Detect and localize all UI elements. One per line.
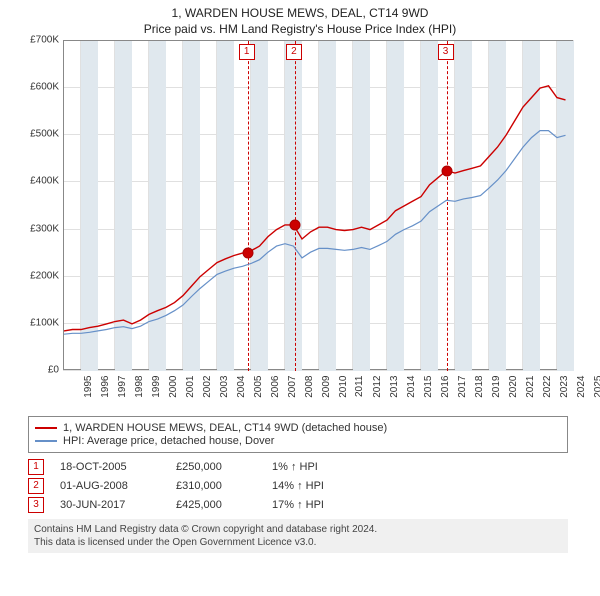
x-tick-label: 2004 [236,376,247,398]
transactions-table: 1 18-OCT-2005 £250,000 1% ↑ HPI 2 01-AUG-2008… [28,459,600,513]
chart-container: 1, WARDEN HOUSE MEWS, DEAL, CT14 9WD Pri… [0,6,600,596]
x-tick-label: 2002 [202,376,213,398]
transaction-delta: 17% ↑ HPI [272,499,352,511]
transaction-price: £250,000 [176,461,256,473]
x-tick-label: 2019 [491,376,502,398]
x-tick-label: 2024 [576,376,587,398]
chart-subtitle: Price paid vs. HM Land Registry's House … [0,22,600,36]
y-tick-label: £700K [19,35,59,46]
transaction-row: 3 30-JUN-2017 £425,000 17% ↑ HPI [28,497,600,513]
series-line [64,131,566,335]
footer-line1: Contains HM Land Registry data © Crown c… [34,523,562,536]
transaction-index: 1 [28,459,44,475]
x-tick-label: 2023 [559,376,570,398]
transaction-date: 30-JUN-2017 [60,499,160,511]
y-tick-label: £400K [19,176,59,187]
x-tick-label: 2016 [440,376,451,398]
x-tick-label: 2007 [287,376,298,398]
x-tick-label: 2009 [321,376,332,398]
transaction-marker-label: 3 [438,44,454,60]
transaction-point [441,165,452,176]
y-tick-label: £200K [19,270,59,281]
x-tick-label: 2013 [389,376,400,398]
x-tick-label: 2001 [185,376,196,398]
legend-swatch [35,427,57,429]
x-tick-label: 2010 [338,376,349,398]
transaction-point [242,248,253,259]
x-tick-label: 2005 [253,376,264,398]
transaction-price: £425,000 [176,499,256,511]
y-tick-label: £0 [19,365,59,376]
legend-item: 1, WARDEN HOUSE MEWS, DEAL, CT14 9WD (de… [35,422,561,434]
x-tick-label: 2021 [525,376,536,398]
x-tick-label: 2022 [542,376,553,398]
x-tick-label: 2025 [593,376,600,398]
x-tick-label: 1997 [117,376,128,398]
plot-area [63,40,573,370]
x-tick-label: 2011 [354,376,365,398]
transaction-date: 01-AUG-2008 [60,480,160,492]
x-tick-label: 2015 [423,376,434,398]
x-tick-label: 2006 [270,376,281,398]
transaction-point [289,219,300,230]
transaction-index: 3 [28,497,44,513]
y-tick-label: £300K [19,223,59,234]
y-tick-label: £100K [19,317,59,328]
chart-area: £0£100K£200K£300K£400K£500K£600K£700K 19… [15,40,585,410]
footer-line2: This data is licensed under the Open Gov… [34,536,562,549]
transaction-date: 18-OCT-2005 [60,461,160,473]
y-tick-label: £500K [19,129,59,140]
chart-title: 1, WARDEN HOUSE MEWS, DEAL, CT14 9WD [0,6,600,20]
x-tick-label: 2012 [372,376,383,398]
x-tick-label: 2003 [219,376,230,398]
footer: Contains HM Land Registry data © Crown c… [28,519,568,553]
transaction-marker-label: 2 [286,44,302,60]
x-tick-label: 2018 [474,376,485,398]
x-tick-label: 2017 [457,376,468,398]
x-tick-label: 1998 [134,376,145,398]
transaction-delta: 1% ↑ HPI [272,461,352,473]
transaction-price: £310,000 [176,480,256,492]
series-line [64,86,566,331]
x-tick-label: 2008 [304,376,315,398]
x-tick-label: 2014 [406,376,417,398]
transaction-index: 2 [28,478,44,494]
x-tick-label: 1999 [151,376,162,398]
legend-swatch [35,440,57,442]
x-tick-label: 1995 [83,376,94,398]
x-tick-label: 1996 [100,376,111,398]
legend: 1, WARDEN HOUSE MEWS, DEAL, CT14 9WD (de… [28,416,568,453]
transaction-marker-label: 1 [239,44,255,60]
legend-label: HPI: Average price, detached house, Dove… [63,435,274,447]
x-tick-label: 2020 [508,376,519,398]
line-series-svg [64,41,574,371]
transaction-delta: 14% ↑ HPI [272,480,352,492]
legend-item: HPI: Average price, detached house, Dove… [35,435,561,447]
x-tick-label: 2000 [168,376,179,398]
legend-label: 1, WARDEN HOUSE MEWS, DEAL, CT14 9WD (de… [63,422,387,434]
transaction-row: 1 18-OCT-2005 £250,000 1% ↑ HPI [28,459,600,475]
transaction-row: 2 01-AUG-2008 £310,000 14% ↑ HPI [28,478,600,494]
y-tick-label: £600K [19,82,59,93]
